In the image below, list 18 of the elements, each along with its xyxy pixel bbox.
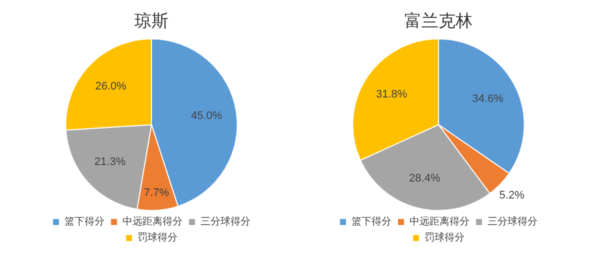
- legend-label: 中远距离得分: [122, 216, 182, 228]
- data-label: 7.7%: [144, 187, 170, 200]
- legend-label: 罚球得分: [138, 232, 178, 244]
- data-label: 31.8%: [376, 88, 408, 101]
- data-label: 34.6%: [472, 92, 504, 105]
- legend-label: 三分球得分: [200, 216, 250, 228]
- legend-label: 篮下得分: [352, 216, 392, 228]
- data-label: 45.0%: [190, 110, 222, 122]
- data-label: 21.3%: [94, 156, 126, 168]
- legend-label: 篮下得分: [64, 216, 104, 228]
- chart-title: 琼斯: [134, 12, 168, 32]
- chart-title: 富兰克林: [404, 12, 472, 32]
- legend-label: 三分球得分: [488, 216, 538, 228]
- data-label: 5.2%: [499, 189, 525, 202]
- legend-label: 罚球得分: [424, 232, 464, 244]
- data-label: 28.4%: [409, 172, 440, 185]
- legend-label: 中远距离得分: [410, 216, 470, 228]
- data-label: 26.0%: [95, 80, 127, 93]
